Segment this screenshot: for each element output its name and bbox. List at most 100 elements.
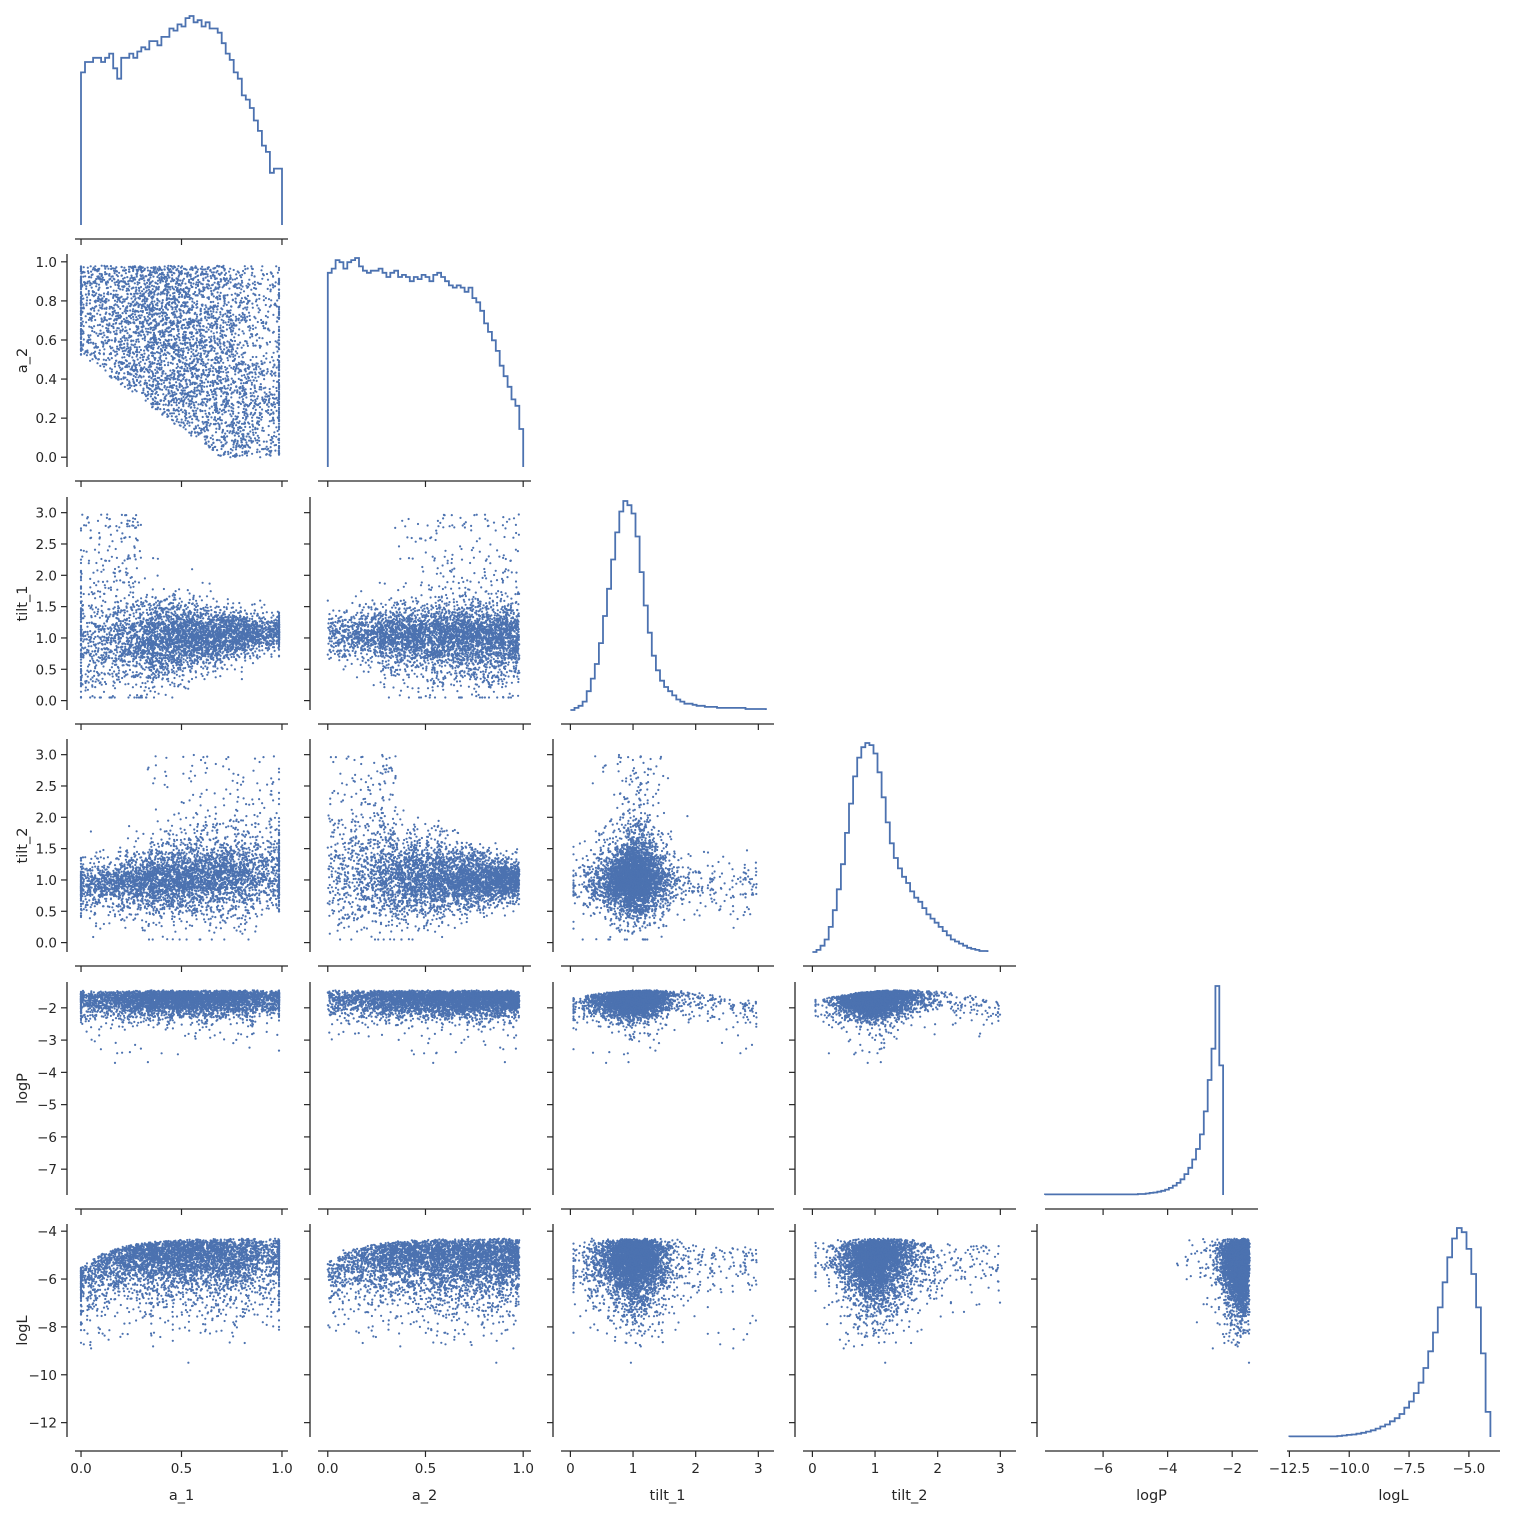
scatter-point <box>179 374 181 376</box>
scatter-point <box>140 361 142 363</box>
scatter-point <box>145 286 147 288</box>
scatter-point <box>160 293 162 295</box>
scatter-point <box>250 265 252 267</box>
scatter-point <box>195 425 197 427</box>
scatter-point <box>182 396 184 398</box>
scatter-point <box>91 287 93 289</box>
scatter-point <box>86 302 88 304</box>
scatter-point <box>178 351 180 353</box>
scatter-point <box>245 441 247 443</box>
scatter-point <box>138 346 140 348</box>
scatter-point <box>199 348 201 350</box>
scatter-point <box>249 336 251 338</box>
scatter-point <box>85 315 87 317</box>
scatter-point <box>219 346 221 348</box>
scatter-point <box>257 376 259 378</box>
scatter-point <box>143 288 145 290</box>
scatter-point <box>188 432 190 434</box>
scatter-point <box>221 410 223 412</box>
scatter-point <box>234 415 236 417</box>
scatter-point <box>244 272 246 274</box>
scatter-point <box>108 299 110 301</box>
scatter-point <box>259 406 261 408</box>
scatter-point <box>273 352 275 354</box>
scatter-point <box>165 373 167 375</box>
scatter-point <box>91 283 93 285</box>
scatter-point <box>242 356 244 358</box>
scatter-point <box>161 329 163 331</box>
scatter-point <box>175 308 177 310</box>
scatter-point <box>154 369 156 371</box>
scatter-point <box>139 380 141 382</box>
scatter-point <box>217 298 219 300</box>
scatter-point <box>181 325 183 327</box>
scatter-point <box>127 323 129 325</box>
scatter-point <box>232 330 234 332</box>
scatter-point <box>237 416 239 418</box>
scatter-point <box>222 371 224 373</box>
scatter-point <box>269 388 271 390</box>
scatter-point <box>237 319 239 321</box>
scatter-point <box>244 451 246 453</box>
scatter-point <box>103 366 105 368</box>
scatter-point <box>246 454 248 456</box>
scatter-point <box>274 444 276 446</box>
scatter-point <box>178 413 180 415</box>
scatter-point <box>176 338 178 340</box>
scatter-point <box>196 314 198 316</box>
scatter-point <box>134 346 136 348</box>
scatter-point <box>231 440 233 442</box>
scatter-point <box>97 358 99 360</box>
scatter-point <box>236 347 238 349</box>
scatter-point <box>132 310 134 312</box>
scatter-point <box>182 362 184 364</box>
scatter-point <box>215 404 217 406</box>
scatter-point <box>164 364 166 366</box>
scatter-point <box>157 381 159 383</box>
scatter-point <box>111 357 113 359</box>
scatter-point <box>208 336 210 338</box>
scatter-point <box>100 294 102 296</box>
scatter-point <box>97 298 99 300</box>
scatter-point <box>80 322 82 324</box>
scatter-point <box>220 371 222 373</box>
scatter-point <box>151 285 153 287</box>
scatter-point <box>185 347 187 349</box>
scatter-point <box>190 434 192 436</box>
scatter-point <box>240 437 242 439</box>
scatter-point <box>184 419 186 421</box>
scatter-point <box>126 354 128 356</box>
scatter-point <box>87 334 89 336</box>
scatter-point <box>97 324 99 326</box>
scatter-point <box>273 435 275 437</box>
scatter-point <box>174 315 176 317</box>
scatter-point <box>241 280 243 282</box>
scatter-point <box>196 325 198 327</box>
scatter-point <box>257 435 259 437</box>
scatter-point <box>182 348 184 350</box>
scatter-point <box>172 268 174 270</box>
scatter-point <box>88 290 90 292</box>
scatter-point <box>225 321 227 323</box>
scatter-point <box>239 369 241 371</box>
scatter-point <box>257 321 259 323</box>
scatter-point <box>258 298 260 300</box>
scatter-point <box>278 278 280 280</box>
scatter-point <box>125 364 127 366</box>
scatter-point <box>210 336 212 338</box>
scatter-point <box>95 343 97 345</box>
scatter-point <box>173 401 175 403</box>
scatter-point <box>170 320 172 322</box>
scatter-point <box>117 275 119 277</box>
scatter-point <box>110 293 112 295</box>
scatter-point <box>180 421 182 423</box>
scatter-point <box>226 425 228 427</box>
scatter-point <box>171 412 173 414</box>
scatter-point <box>140 286 142 288</box>
scatter-point <box>270 409 272 411</box>
scatter-point <box>258 366 260 368</box>
scatter-point <box>83 338 85 340</box>
scatter-point <box>270 299 272 301</box>
scatter-point <box>255 365 257 367</box>
scatter-point <box>185 402 187 404</box>
